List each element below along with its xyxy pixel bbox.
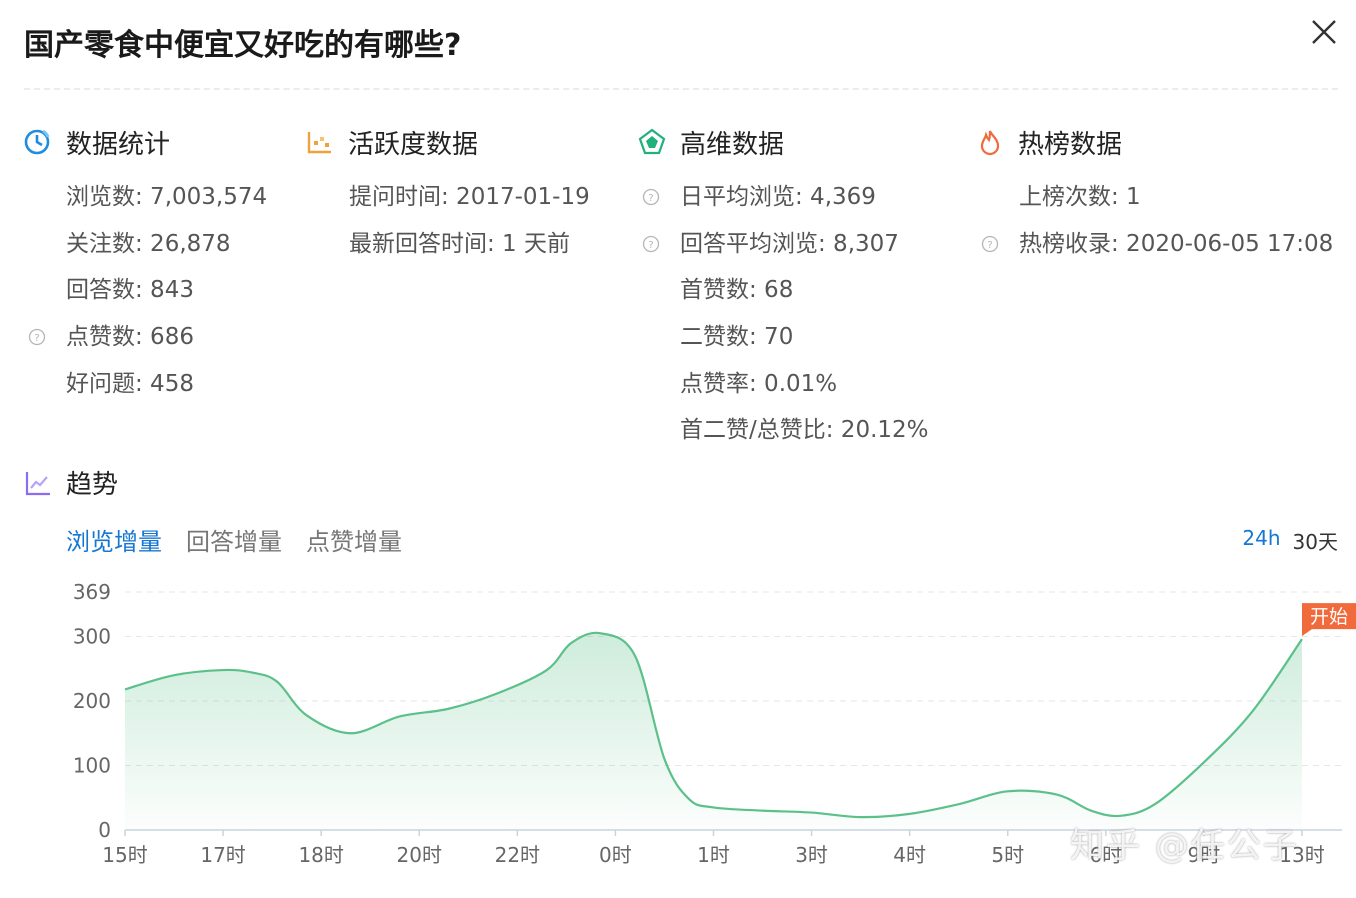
tab-likes-increment[interactable]: 点赞增量 [306, 528, 402, 556]
svg-text:?: ? [987, 240, 992, 251]
activity-section-title: 活跃度数据 [348, 129, 479, 160]
hotlist-row-count: 上榜次数: 1 [1019, 184, 1141, 210]
activity-section: 活跃度数据 提问时间: 2017-01-19 最新回答时间: 1 天前 [306, 120, 590, 267]
range-selector: 24h 30天 [1242, 526, 1338, 555]
advanced-row-like-ratio: 首二赞/总赞比: 20.12% [680, 417, 929, 444]
y-tick-label: 200 [73, 689, 111, 713]
stat-row-answers: 回答数: 843 [66, 277, 194, 304]
stat-row-views: 浏览数: 7,003,574 [66, 184, 268, 210]
trend-title: 趋势 [66, 470, 119, 500]
y-tick-label: 0 [98, 818, 111, 842]
series-line [124, 631, 1303, 819]
header-divider [24, 88, 1338, 90]
activity-row-latest-answer: 最新回答时间: 1 天前 [349, 230, 571, 257]
hotlist-row-recorded: ? 热榜收录: 2020-06-05 17:08 [981, 221, 1333, 268]
svg-text:?: ? [648, 240, 653, 251]
stat-row-follows: 关注数: 26,878 [66, 230, 231, 257]
advanced-row-first-likes: 首赞数: 68 [680, 277, 794, 304]
trend-header: 趋势 [24, 464, 118, 501]
svg-text:?: ? [34, 333, 39, 344]
help-icon[interactable]: ? [28, 328, 46, 346]
x-tick-label: 1时 [697, 843, 730, 867]
tab-answers-increment[interactable]: 回答增量 [186, 528, 282, 556]
range-30d[interactable]: 30天 [1292, 530, 1338, 554]
stat-row-likes: ? 点赞数: 686 [28, 314, 267, 361]
x-tick-label: 5时 [991, 843, 1024, 867]
advanced-row-daily-views: ? 日平均浏览: 4,369 [642, 174, 929, 221]
x-tick-label: 15时 [102, 843, 147, 867]
x-tick-label: 17时 [200, 843, 245, 867]
hotlist-section-title: 热榜数据 [1018, 129, 1123, 160]
x-tick-label: 22时 [495, 843, 540, 867]
stats-section: 数据统计 浏览数: 7,003,574 关注数: 26,878 回答数: 843… [24, 120, 267, 407]
tab-views-increment[interactable]: 浏览增量 [66, 528, 162, 556]
x-tick-label: 3时 [795, 843, 828, 867]
trend-tabs: 浏览增量 回答增量 点赞增量 [66, 522, 402, 557]
stats-section-title: 数据统计 [66, 129, 171, 160]
flame-icon [980, 130, 1000, 156]
stat-row-good-question: 好问题: 458 [66, 370, 194, 397]
help-icon[interactable]: ? [642, 188, 660, 206]
series-area [125, 632, 1302, 830]
start-marker-label: 开始 [1310, 606, 1348, 628]
trend-chart: 0 100 200 300 369 15时 17时 18时 20时 22时 0时 1时 3时 4时 5时 6… [73, 580, 1356, 867]
help-icon[interactable]: ? [642, 235, 660, 253]
page-title: 国产零食中便宜又好吃的有哪些? [24, 28, 462, 63]
y-tick-label: 300 [73, 625, 111, 649]
x-tick-label: 18时 [298, 843, 343, 867]
x-tick-label: 13时 [1279, 843, 1324, 867]
range-24h[interactable]: 24h [1242, 526, 1281, 550]
x-tick-label: 4时 [893, 843, 926, 867]
close-icon[interactable] [1308, 16, 1340, 48]
help-icon[interactable]: ? [981, 235, 999, 253]
advanced-section: 高维数据 ? 日平均浏览: 4,369 ? 回答平均浏览: 8,307 首赞数:… [638, 120, 929, 454]
advanced-row-like-rate: 点赞率: 0.01% [680, 370, 838, 397]
hotlist-section: 热榜数据 上榜次数: 1 ? 热榜收录: 2020-06-05 17:08 [976, 120, 1333, 267]
x-tick-label: 6时 [1089, 843, 1122, 867]
start-marker [1302, 603, 1356, 637]
advanced-row-answer-views: ? 回答平均浏览: 8,307 [642, 221, 929, 268]
trend-chart-icon [25, 471, 50, 495]
x-tick-label: 9时 [1188, 843, 1221, 867]
svg-text:?: ? [648, 193, 653, 204]
advanced-row-second-likes: 二赞数: 70 [680, 324, 794, 351]
y-tick-label: 100 [73, 754, 111, 778]
clock-icon [24, 129, 50, 155]
activity-row-asked: 提问时间: 2017-01-19 [349, 184, 590, 210]
y-tick-label: 369 [73, 580, 111, 604]
activity-icon [307, 132, 331, 154]
x-tick-label: 0时 [599, 843, 632, 867]
advanced-section-title: 高维数据 [680, 129, 785, 160]
x-tick-label: 20时 [397, 843, 442, 867]
watermark: 知乎 @任公子 [1070, 826, 1299, 866]
radar-icon [638, 128, 666, 155]
